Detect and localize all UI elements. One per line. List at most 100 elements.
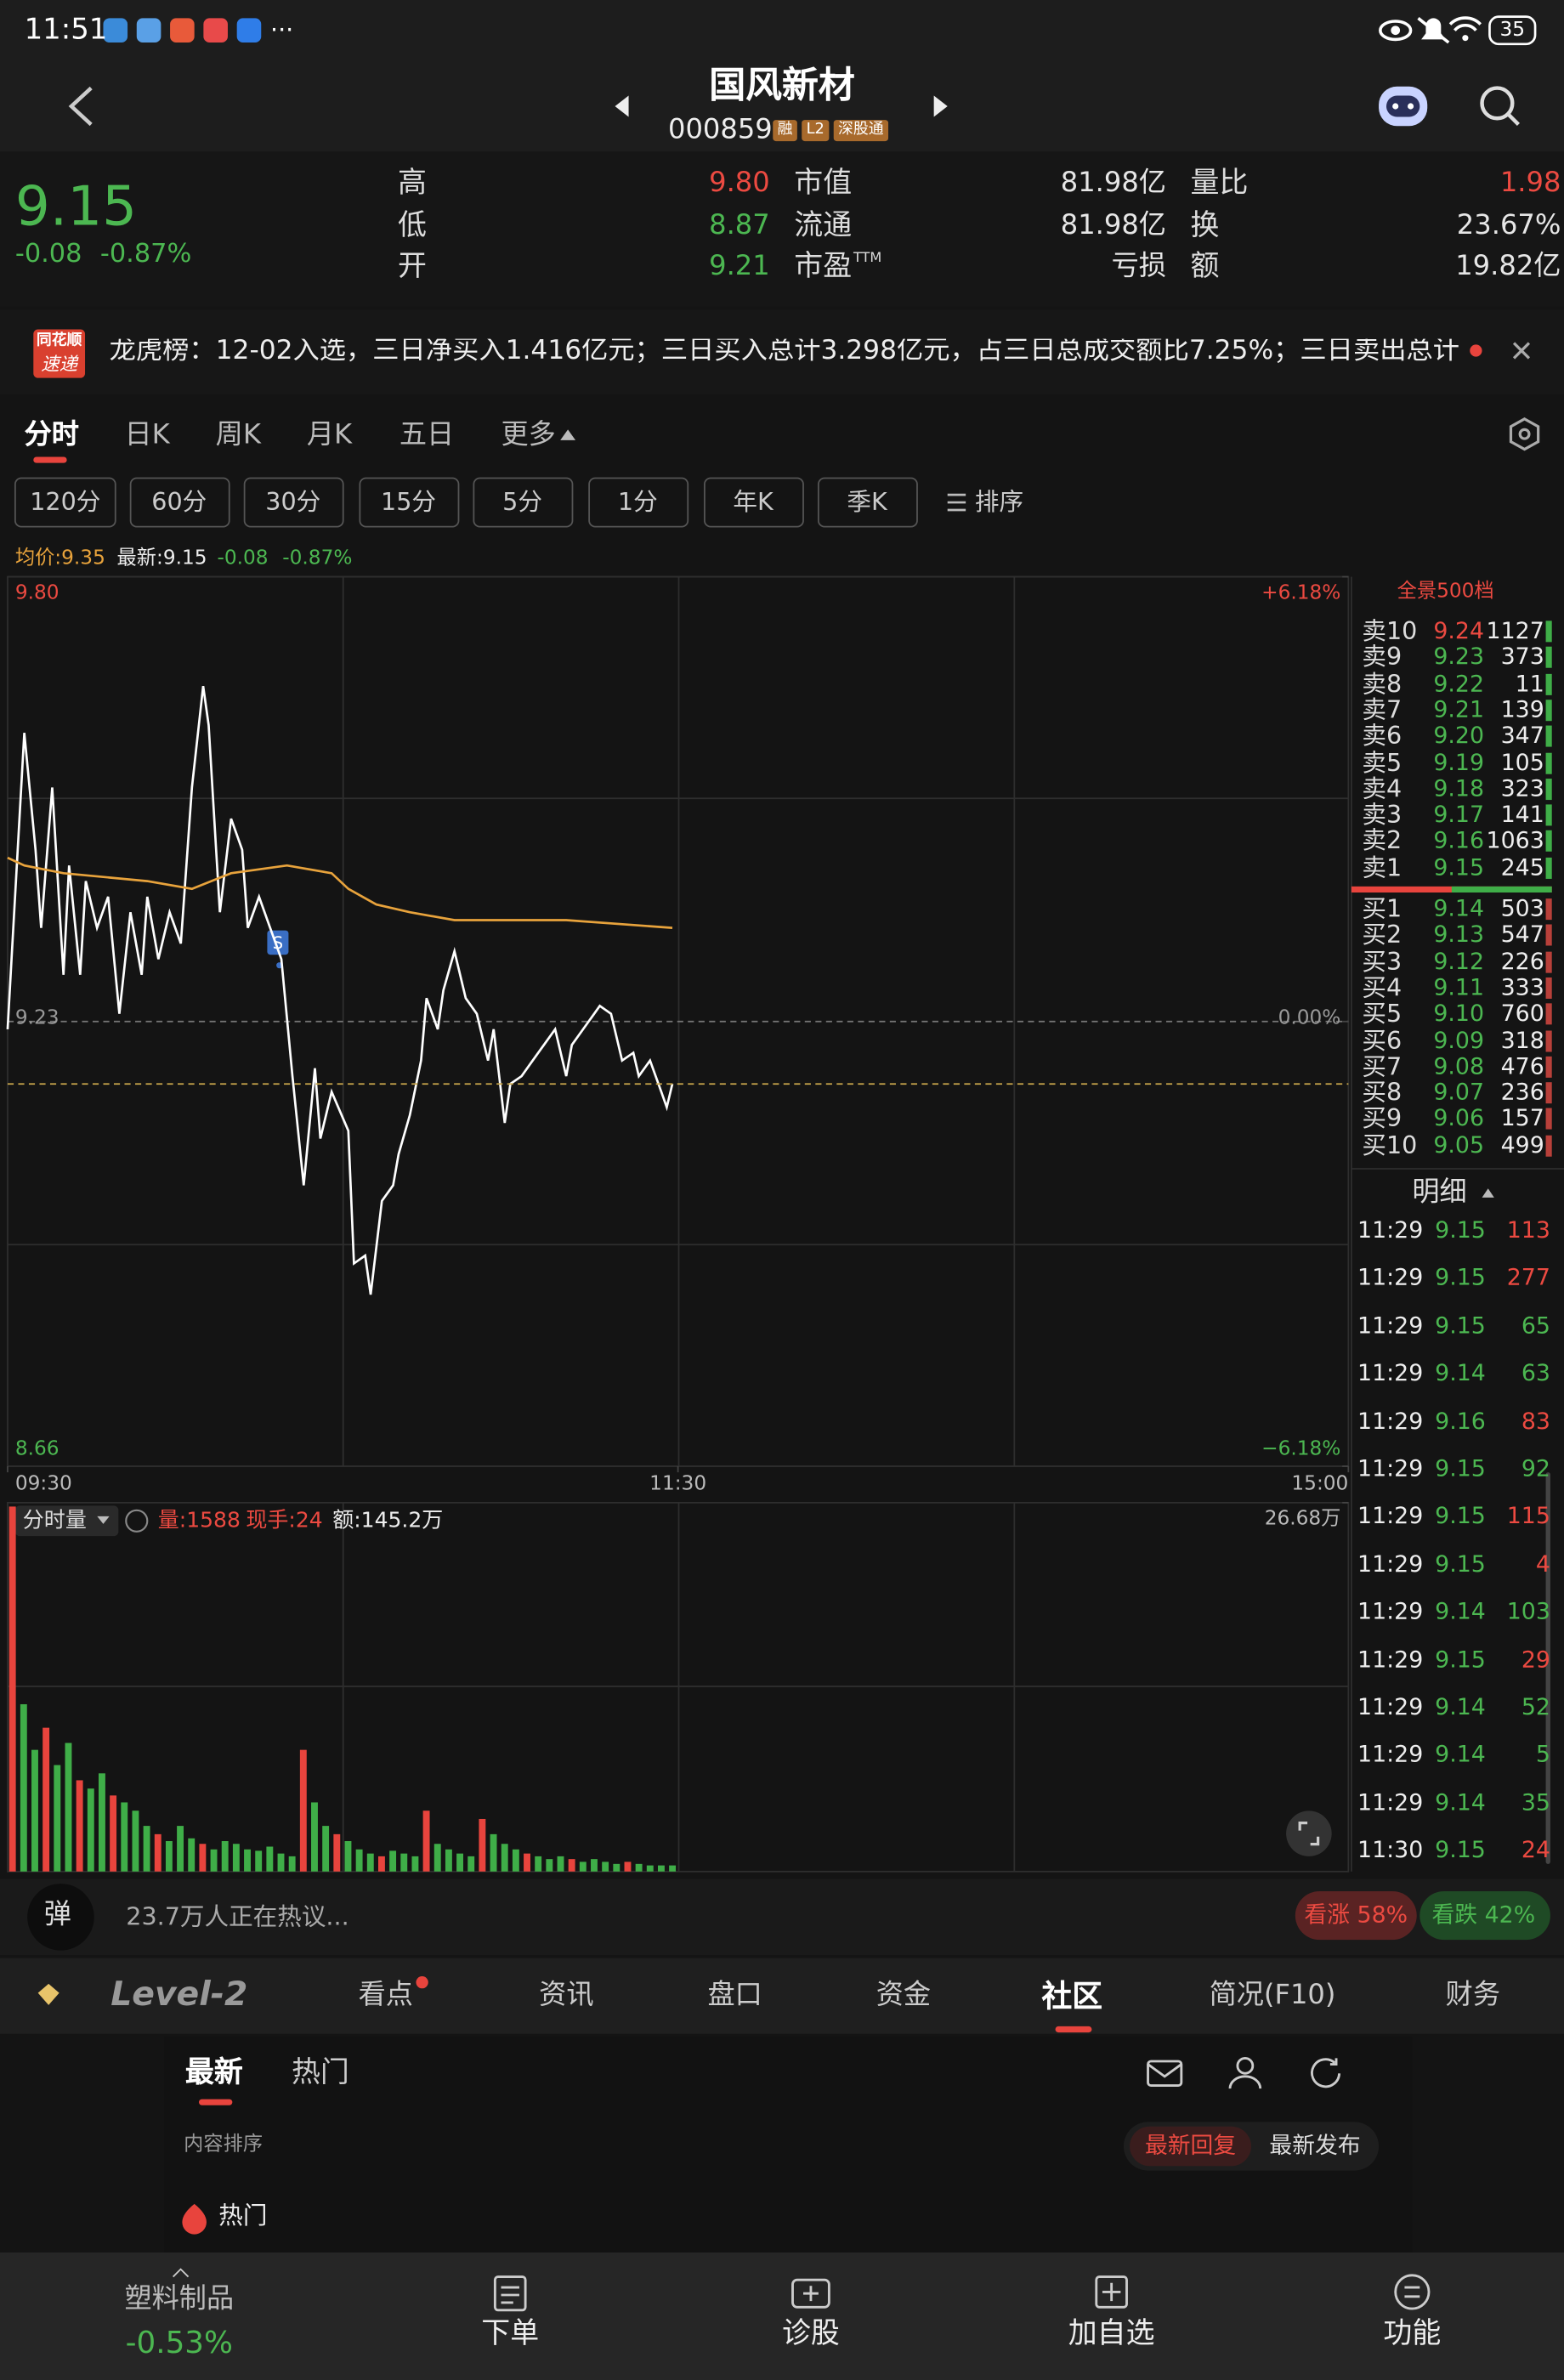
period-button[interactable]: 1分: [617, 487, 658, 517]
period-button[interactable]: 年K: [733, 487, 774, 517]
change-pct: -0.87%: [99, 239, 192, 269]
bottom-tab[interactable]: Level-2: [110, 1975, 248, 2014]
level2-icon: [37, 1983, 60, 2005]
tab-underline: [33, 456, 67, 463]
detail-title[interactable]: 明细: [1412, 1176, 1467, 1209]
x-tick-label: 09:30: [14, 1473, 72, 1496]
book-label: 买9: [1362, 1103, 1402, 1133]
detail-time: 11:29: [1357, 1550, 1424, 1578]
bull-pill[interactable]: [1295, 1890, 1417, 1941]
volume-dropdown[interactable]: [97, 1516, 110, 1524]
bottom-tab[interactable]: 财务: [1445, 1979, 1500, 2012]
period-button[interactable]: 120分: [30, 487, 101, 517]
bottom-tab[interactable]: 资讯: [539, 1979, 594, 2012]
chart-legend: -0.87%: [282, 547, 353, 570]
book-volume: 105: [1500, 748, 1544, 776]
notice-badge-bg: [33, 329, 86, 378]
bottom-tab-bar: [0, 1958, 1564, 2034]
volume-bar: [479, 1818, 486, 1872]
sector-name[interactable]: 塑料制品: [124, 2282, 235, 2315]
bottom-tab[interactable]: 看点: [358, 1979, 413, 2012]
footer-button[interactable]: 诊股: [781, 2316, 840, 2351]
book-label: 买3: [1362, 946, 1402, 976]
period-button[interactable]: 30分: [265, 487, 321, 517]
bottom-tab[interactable]: 社区: [1041, 1977, 1102, 2014]
book-divider-red: [1351, 886, 1552, 892]
chart-legend: 最新:9.15: [116, 547, 207, 570]
volume-bar: [244, 1849, 251, 1872]
volume-bar: [490, 1833, 497, 1872]
volume-bar: [132, 1810, 139, 1872]
detail-price: 9.15: [1435, 1645, 1486, 1674]
danmu-icon[interactable]: 弹: [43, 1898, 71, 1931]
book-price: 9.11: [1433, 973, 1485, 1001]
bear-pill[interactable]: [1420, 1890, 1550, 1941]
stat-label: 量比: [1190, 166, 1249, 200]
sector-pct[interactable]: -0.53%: [125, 2323, 234, 2360]
bottom-tab[interactable]: 资金: [876, 1979, 932, 2012]
search-icon[interactable]: [1480, 86, 1520, 127]
chart-tab[interactable]: 周K: [215, 418, 261, 451]
book-volume: 157: [1500, 1104, 1544, 1132]
bear-label[interactable]: 看跌 42%: [1431, 1901, 1536, 1929]
expand-icon[interactable]: [1286, 1810, 1332, 1856]
close-icon[interactable]: [1512, 342, 1531, 360]
community-tab[interactable]: 最新: [184, 2055, 243, 2090]
danmu-icon-bg[interactable]: [27, 1884, 94, 1951]
book-label: 卖6: [1362, 721, 1402, 751]
book-edge: [1545, 950, 1552, 972]
period-button[interactable]: 季K: [847, 487, 887, 517]
bottom-tab[interactable]: 盘口: [707, 1979, 762, 2012]
book-volume: 333: [1500, 973, 1544, 1001]
stat-value: 亏损: [1111, 250, 1166, 283]
next-icon[interactable]: [933, 95, 948, 117]
chart-tab[interactable]: 月K: [306, 418, 353, 451]
volume-bar: [154, 1833, 162, 1872]
prev-icon[interactable]: [615, 95, 629, 117]
footer-button[interactable]: 下单: [481, 2316, 540, 2351]
detail-time: 11:29: [1357, 1359, 1424, 1387]
detail-price: 9.15: [1435, 1312, 1486, 1340]
detail-time: 11:29: [1357, 1741, 1424, 1769]
chart-tab[interactable]: 更多: [501, 418, 556, 451]
book-label: 买6: [1362, 1025, 1402, 1055]
sort-button[interactable]: 排序: [974, 487, 1024, 517]
period-button[interactable]: 5分: [502, 487, 542, 517]
settings-icon[interactable]: [1509, 417, 1540, 451]
book-label: 卖7: [1362, 694, 1402, 724]
volume-bar: [87, 1788, 94, 1872]
book-edge: [1545, 1108, 1552, 1130]
notice-badge: 速递: [41, 354, 78, 376]
community-icons[interactable]: [1147, 2056, 1341, 2089]
notice-bar: [0, 309, 1564, 395]
book-label: 买7: [1362, 1051, 1402, 1081]
bull-label[interactable]: 看涨 58%: [1304, 1901, 1408, 1929]
chart-tab[interactable]: 分时: [24, 418, 79, 451]
book-edge: [1545, 725, 1552, 747]
book-title[interactable]: 全景500档: [1397, 581, 1494, 604]
robot-icon[interactable]: [1379, 86, 1428, 127]
book-label: 卖8: [1362, 668, 1402, 698]
period-button[interactable]: 15分: [381, 487, 437, 517]
detail-price: 9.15: [1435, 1550, 1486, 1578]
footer-button[interactable]: 加自选: [1068, 2316, 1155, 2351]
chart-tab[interactable]: 日K: [124, 418, 170, 451]
book-label: 卖10: [1362, 615, 1418, 645]
book-volume: 547: [1500, 921, 1544, 949]
volume-bar: [232, 1844, 240, 1872]
book-volume: 1127: [1486, 616, 1544, 645]
book-volume: 1063: [1486, 827, 1544, 855]
period-button[interactable]: 60分: [151, 487, 207, 517]
period-buttons: [14, 477, 918, 528]
help-icon[interactable]: [125, 1509, 149, 1533]
detail-volume: 92: [1521, 1454, 1550, 1482]
book-price: 9.16: [1433, 827, 1485, 855]
stat-value: 9.21: [709, 250, 770, 283]
chart-tab[interactable]: 五日: [399, 418, 455, 451]
bottom-tab[interactable]: 简况(F10): [1209, 1979, 1336, 2012]
sort-option[interactable]: 最新发布: [1269, 2132, 1361, 2160]
community-tab[interactable]: 热门: [291, 2055, 349, 2090]
footer-button[interactable]: 功能: [1383, 2316, 1442, 2351]
back-icon[interactable]: [68, 86, 93, 127]
sort-option[interactable]: 最新回复: [1144, 2132, 1237, 2160]
